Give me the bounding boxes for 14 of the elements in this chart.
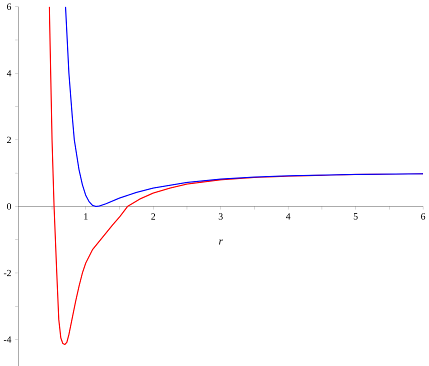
- y-tick-label: 6: [7, 3, 12, 10]
- line-series: [64, 6, 424, 207]
- x-tick-label: 1: [84, 213, 88, 220]
- y-tick-label: -4: [4, 336, 12, 342]
- y-tick-label: 4: [6, 70, 12, 76]
- y-tick-label: 2: [7, 136, 11, 143]
- y-tick-label: 0: [7, 203, 12, 210]
- x-tick-label: 2: [151, 213, 156, 220]
- x-tick-label: 3: [218, 213, 223, 220]
- x-tick-label: 6: [421, 213, 426, 220]
- x-tick-label: 5: [354, 213, 358, 220]
- y-tick-label: -2: [4, 270, 11, 276]
- x-tick-label: 4: [286, 213, 290, 220]
- x-axis-title: r: [219, 239, 223, 244]
